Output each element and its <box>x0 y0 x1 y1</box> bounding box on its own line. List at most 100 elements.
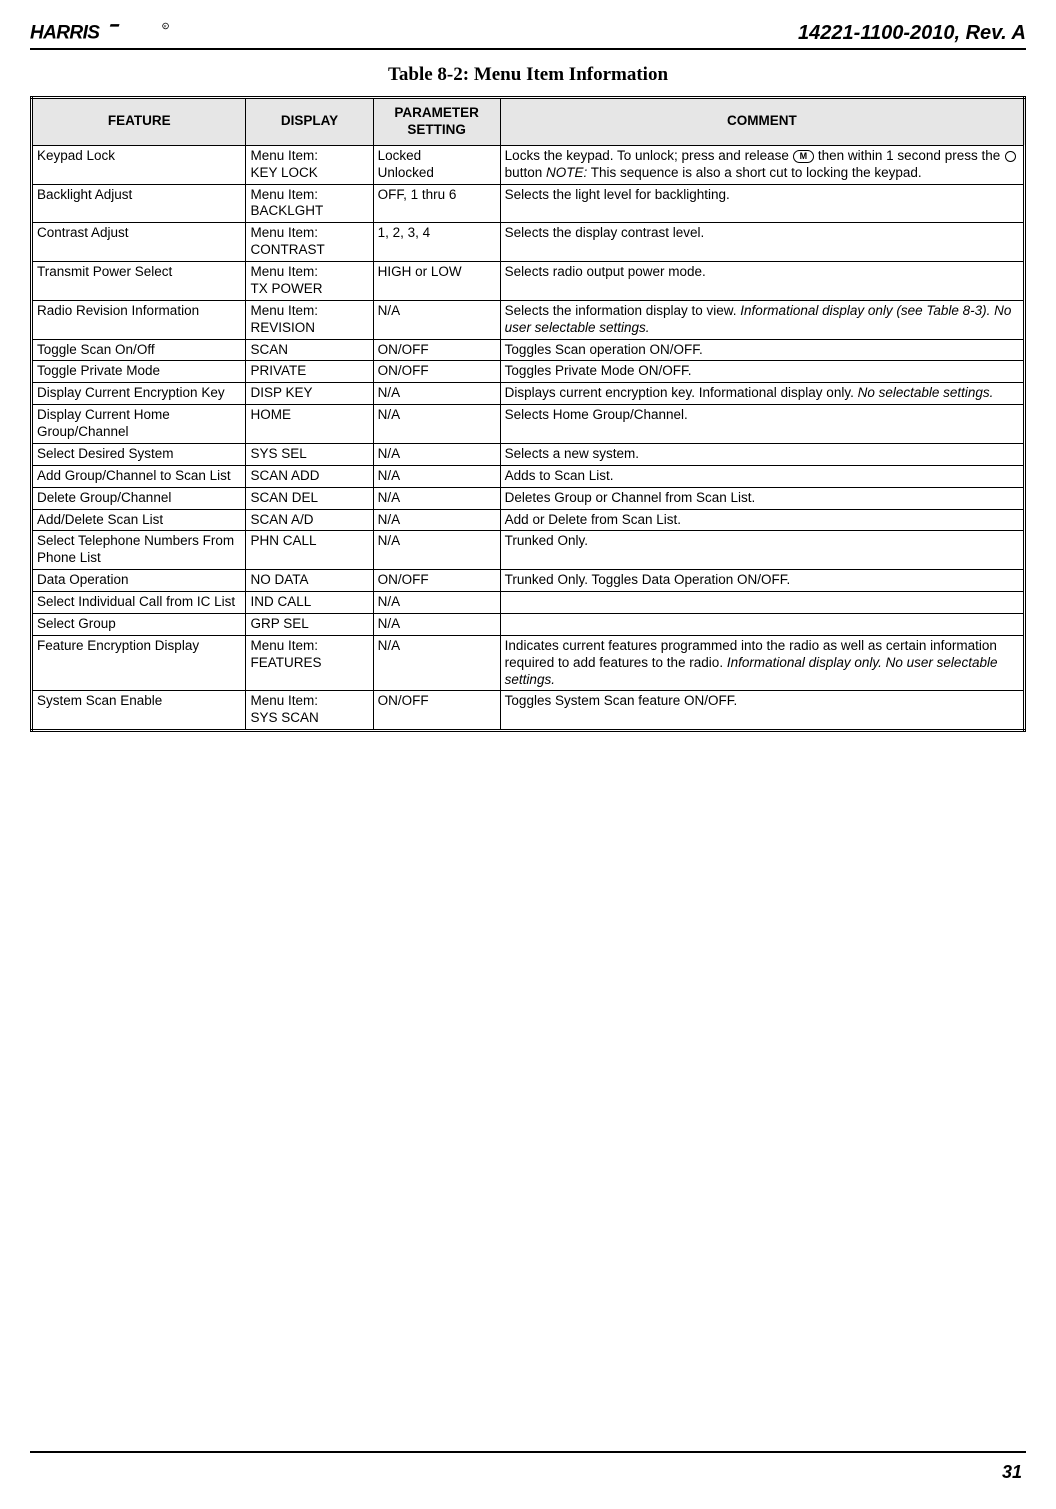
cell-comment: Add or Delete from Scan List. <box>500 509 1024 531</box>
cell-feature: Radio Revision Information <box>32 300 246 339</box>
cell-feature: Add Group/Channel to Scan List <box>32 465 246 487</box>
cell-display: SCAN DEL <box>246 487 373 509</box>
cell-comment: Indicates current features programmed in… <box>500 635 1024 691</box>
cell-feature: Select Group <box>32 613 246 635</box>
svg-text:R: R <box>164 25 167 29</box>
cell-display: Menu Item:KEY LOCK <box>246 145 373 184</box>
cell-feature: Select Desired System <box>32 443 246 465</box>
cell-comment: Selects radio output power mode. <box>500 262 1024 301</box>
cell-feature: Add/Delete Scan List <box>32 509 246 531</box>
cell-setting: HIGH or LOW <box>373 262 500 301</box>
table-row: Contrast AdjustMenu Item:CONTRAST1, 2, 3… <box>32 223 1025 262</box>
cell-feature: Backlight Adjust <box>32 184 246 223</box>
cell-feature: Keypad Lock <box>32 145 246 184</box>
table-row: Backlight AdjustMenu Item:BACKLGHTOFF, 1… <box>32 184 1025 223</box>
cell-display: SYS SEL <box>246 443 373 465</box>
cell-comment <box>500 613 1024 635</box>
cell-display: IND CALL <box>246 592 373 614</box>
col-header-display: DISPLAY <box>246 98 373 146</box>
cell-feature: Delete Group/Channel <box>32 487 246 509</box>
cell-comment: Selects the information display to view.… <box>500 300 1024 339</box>
cell-comment: Selects Home Group/Channel. <box>500 405 1024 444</box>
cell-feature: Contrast Adjust <box>32 223 246 262</box>
table-row: Feature Encryption DisplayMenu Item:FEAT… <box>32 635 1025 691</box>
cell-display: Menu Item:FEATURES <box>246 635 373 691</box>
table-row: Keypad LockMenu Item:KEY LOCKLockedUnloc… <box>32 145 1025 184</box>
footer-rule <box>30 1451 1026 1453</box>
cell-setting: OFF, 1 thru 6 <box>373 184 500 223</box>
cell-display: PHN CALL <box>246 531 373 570</box>
cell-feature: System Scan Enable <box>32 691 246 731</box>
table-row: Select GroupGRP SELN/A <box>32 613 1025 635</box>
cell-feature: Feature Encryption Display <box>32 635 246 691</box>
cell-comment <box>500 592 1024 614</box>
table-header-row: FEATURE DISPLAY PARAMETER SETTING COMMEN… <box>32 98 1025 146</box>
cell-feature: Display Current Encryption Key <box>32 383 246 405</box>
cell-display: DISP KEY <box>246 383 373 405</box>
cell-feature: Data Operation <box>32 570 246 592</box>
cell-comment: Displays current encryption key. Informa… <box>500 383 1024 405</box>
col-header-setting: PARAMETER SETTING <box>373 98 500 146</box>
cell-comment: Adds to Scan List. <box>500 465 1024 487</box>
cell-comment: Selects the display contrast level. <box>500 223 1024 262</box>
cell-display: SCAN A/D <box>246 509 373 531</box>
cell-feature: Display Current Home Group/Channel <box>32 405 246 444</box>
cell-display: Menu Item:TX POWER <box>246 262 373 301</box>
table-row: Select Telephone Numbers From Phone List… <box>32 531 1025 570</box>
cell-display: GRP SEL <box>246 613 373 635</box>
cell-feature: Select Telephone Numbers From Phone List <box>32 531 246 570</box>
cell-setting: N/A <box>373 300 500 339</box>
table-row: Add/Delete Scan ListSCAN A/DN/AAdd or De… <box>32 509 1025 531</box>
table-row: Radio Revision InformationMenu Item:REVI… <box>32 300 1025 339</box>
cell-comment: Trunked Only. <box>500 531 1024 570</box>
cell-display: Menu Item:BACKLGHT <box>246 184 373 223</box>
table-row: System Scan EnableMenu Item:SYS SCANON/O… <box>32 691 1025 731</box>
cell-feature: Select Individual Call from IC List <box>32 592 246 614</box>
cell-setting: N/A <box>373 509 500 531</box>
cell-comment: Selects a new system. <box>500 443 1024 465</box>
cell-setting: 1, 2, 3, 4 <box>373 223 500 262</box>
cell-setting: ON/OFF <box>373 570 500 592</box>
cell-display: SCAN <box>246 339 373 361</box>
table-row: Display Current Home Group/ChannelHOMEN/… <box>32 405 1025 444</box>
cell-setting: ON/OFF <box>373 691 500 731</box>
cell-setting: ON/OFF <box>373 361 500 383</box>
m-key-icon: M <box>793 150 815 163</box>
table-row: Display Current Encryption KeyDISP KEYN/… <box>32 383 1025 405</box>
cell-comment: Toggles System Scan feature ON/OFF. <box>500 691 1024 731</box>
table-row: Select Individual Call from IC ListIND C… <box>32 592 1025 614</box>
cell-feature: Transmit Power Select <box>32 262 246 301</box>
cell-display: Menu Item:REVISION <box>246 300 373 339</box>
table-row: Add Group/Channel to Scan ListSCAN ADDN/… <box>32 465 1025 487</box>
cell-comment: Trunked Only. Toggles Data Operation ON/… <box>500 570 1024 592</box>
table-row: Transmit Power SelectMenu Item:TX POWERH… <box>32 262 1025 301</box>
cell-feature: Toggle Scan On/Off <box>32 339 246 361</box>
cell-setting: N/A <box>373 531 500 570</box>
cell-display: PRIVATE <box>246 361 373 383</box>
cell-comment: Selects the light level for backlighting… <box>500 184 1024 223</box>
cell-comment: Locks the keypad. To unlock; press and r… <box>500 145 1024 184</box>
cell-setting: N/A <box>373 487 500 509</box>
table-row: Toggle Scan On/OffSCANON/OFFToggles Scan… <box>32 339 1025 361</box>
cell-display: Menu Item:CONTRAST <box>246 223 373 262</box>
cell-comment: Toggles Scan operation ON/OFF. <box>500 339 1024 361</box>
cell-setting: N/A <box>373 443 500 465</box>
option-button-icon <box>1005 151 1016 162</box>
cell-setting: N/A <box>373 592 500 614</box>
harris-logo: HARRIS R <box>30 20 170 46</box>
menu-item-table: FEATURE DISPLAY PARAMETER SETTING COMMEN… <box>30 96 1026 732</box>
cell-setting: N/A <box>373 405 500 444</box>
table-row: Delete Group/ChannelSCAN DELN/ADeletes G… <box>32 487 1025 509</box>
cell-setting: LockedUnlocked <box>373 145 500 184</box>
cell-feature: Toggle Private Mode <box>32 361 246 383</box>
cell-comment: Deletes Group or Channel from Scan List. <box>500 487 1024 509</box>
col-header-feature: FEATURE <box>32 98 246 146</box>
cell-display: HOME <box>246 405 373 444</box>
cell-setting: N/A <box>373 613 500 635</box>
table-row: Select Desired SystemSYS SELN/ASelects a… <box>32 443 1025 465</box>
table-row: Toggle Private ModePRIVATEON/OFFToggles … <box>32 361 1025 383</box>
svg-text:HARRIS: HARRIS <box>30 23 100 44</box>
cell-display: Menu Item:SYS SCAN <box>246 691 373 731</box>
cell-setting: N/A <box>373 635 500 691</box>
cell-setting: N/A <box>373 465 500 487</box>
